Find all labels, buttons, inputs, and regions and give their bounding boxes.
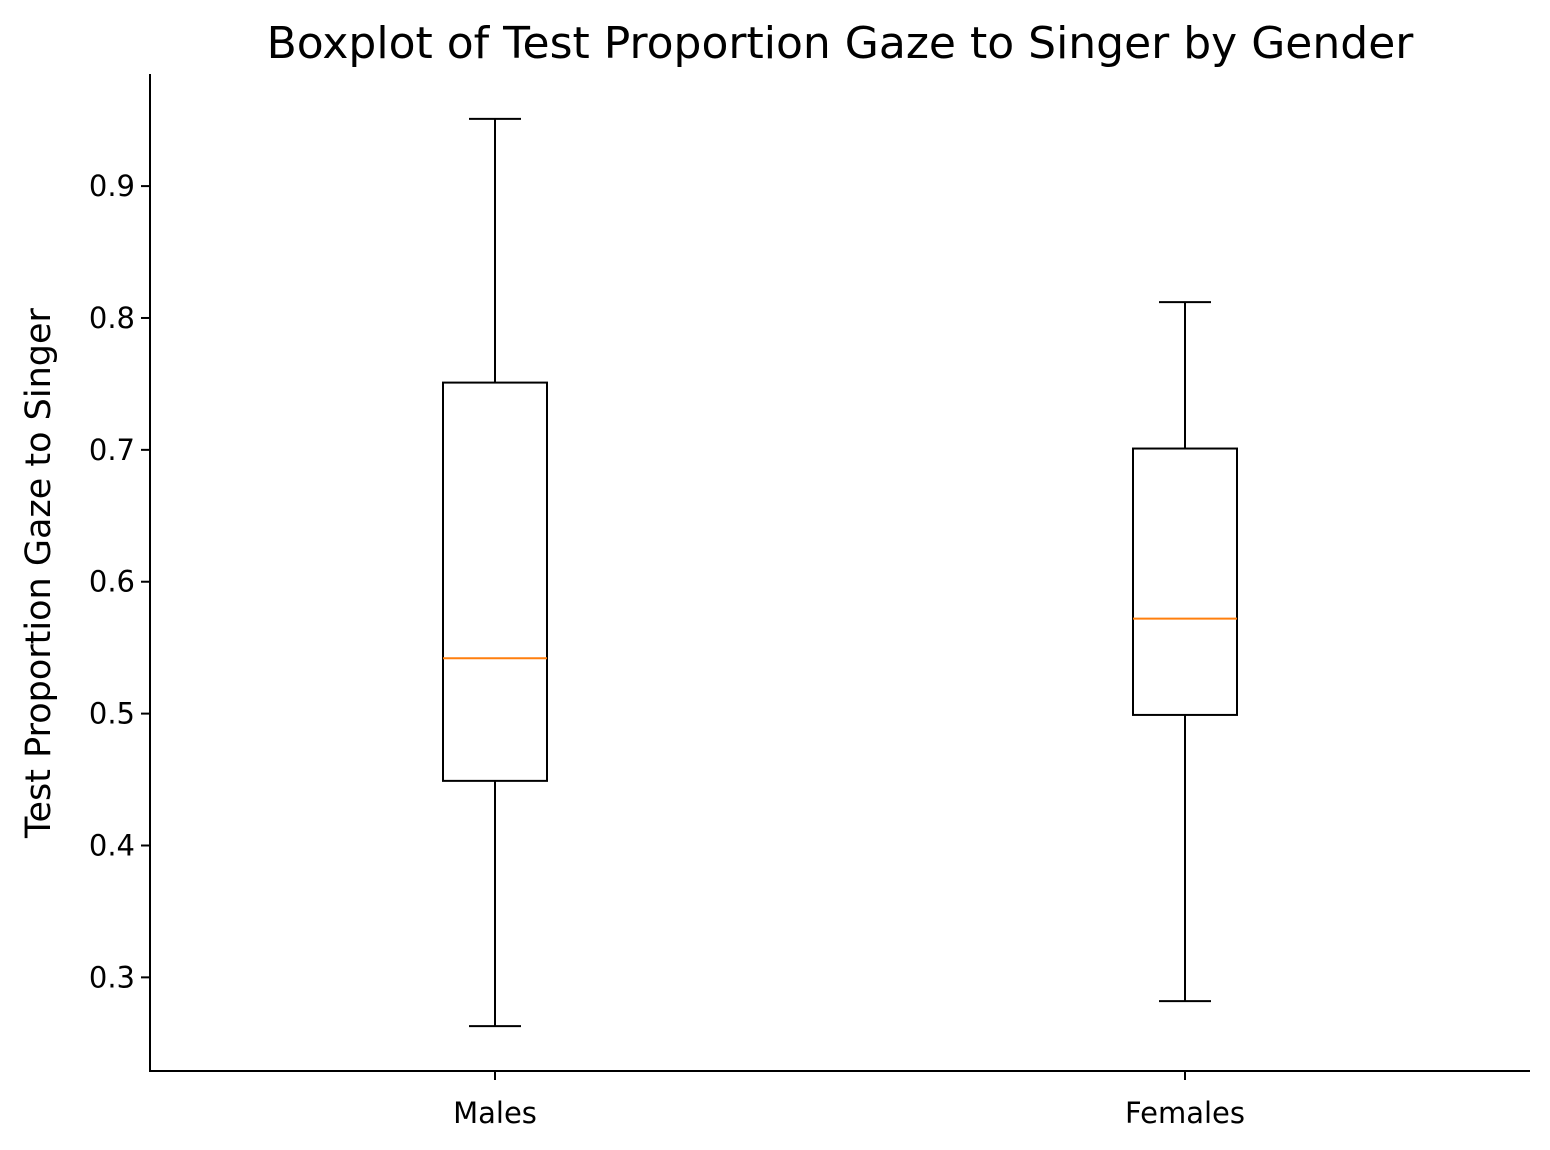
y-ticks: 0.3 0.4 0.5 0.6 0.7 0.8 0.9	[89, 169, 150, 994]
y-tick-label: 0.8	[89, 301, 135, 335]
chart-title: Boxplot of Test Proportion Gaze to Singe…	[267, 18, 1415, 69]
y-tick-label: 0.6	[89, 565, 135, 599]
y-tick-label: 0.4	[89, 828, 135, 862]
x-ticks: Males Females	[453, 1071, 1245, 1130]
x-tick-label: Females	[1125, 1096, 1245, 1130]
box-group-males	[442, 117, 548, 1028]
y-tick-label: 0.5	[89, 697, 135, 731]
box-group-females	[1132, 301, 1238, 1003]
iqr-box	[442, 381, 548, 782]
y-tick-label: 0.9	[89, 169, 135, 203]
y-tick-label: 0.3	[89, 960, 135, 994]
y-axis-label: Test Proportion Gaze to Singer	[19, 307, 59, 838]
boxes	[442, 117, 1238, 1028]
y-tick-label: 0.7	[89, 433, 135, 467]
x-tick-label: Males	[453, 1096, 537, 1130]
iqr-box	[1132, 447, 1238, 716]
